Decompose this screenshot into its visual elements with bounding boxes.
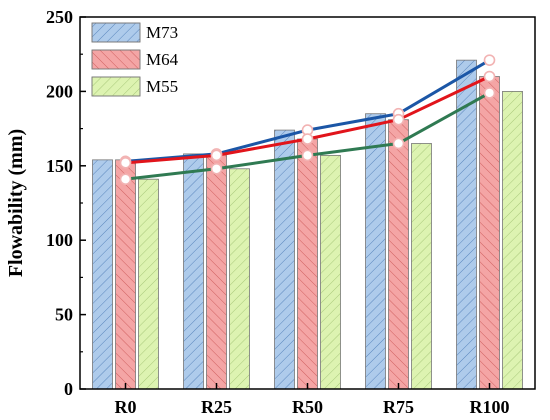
bar-hatch-m64-r0	[115, 159, 136, 390]
legend: M73 M64 M55	[91, 22, 179, 97]
bar-hatch-m64-r75	[388, 119, 409, 390]
bar-hatch-m55-r25	[229, 168, 250, 390]
bar-hatch-m55-r0	[138, 178, 159, 390]
x-tick-label-r50: R50	[292, 397, 323, 417]
bar-hatch-m73-r0	[92, 159, 113, 390]
x-tick-label-r75: R75	[383, 397, 414, 417]
legend-swatch-hatch-m64	[91, 49, 141, 70]
marker-m55-r0	[119, 173, 132, 185]
markers-layer	[119, 54, 496, 185]
bar-hatch-m73-r25	[183, 153, 204, 390]
bar-hatch-m64-r50	[297, 138, 318, 390]
y-tick-label-0: 0	[64, 379, 73, 399]
legend-swatch-hatch-m73	[91, 22, 141, 43]
marker-m55-r25	[210, 162, 223, 175]
bars-layer	[92, 59, 523, 390]
x-tick-label-r0: R0	[115, 397, 137, 417]
marker-m64-r0	[119, 157, 132, 169]
y-axis-title: Flowability (mm)	[5, 129, 27, 277]
bar-hatch-m64-r100	[479, 76, 500, 390]
legend-label-m73: M73	[146, 23, 178, 42]
marker-m64-r50	[301, 133, 314, 145]
bar-hatch-m73-r50	[274, 129, 295, 390]
y-tick-label-50: 50	[55, 305, 73, 325]
y-tick-label-200: 200	[46, 81, 73, 101]
bar-hatch-m55-r75	[411, 143, 432, 390]
y-tick-label-100: 100	[46, 230, 73, 250]
bar-hatch-m73-r75	[365, 113, 386, 390]
marker-m73-r100	[483, 54, 496, 66]
y-tick-label-250: 250	[46, 7, 73, 27]
bar-hatch-m55-r50	[320, 154, 341, 390]
marker-m55-r75	[392, 137, 405, 150]
marker-m64-r25	[210, 149, 223, 162]
marker-m55-r50	[301, 149, 314, 162]
marker-m55-r100	[483, 87, 496, 99]
y-tick-label-150: 150	[46, 156, 73, 176]
axes-layer: 0 50 100 150 200 250 R0 R25 R50 R75 R100 Flowabilit…	[5, 7, 536, 417]
marker-m64-r75	[392, 113, 405, 126]
bar-hatch-m55-r100	[502, 91, 523, 390]
bar-hatch-m64-r25	[206, 153, 227, 390]
legend-label-m55: M55	[146, 77, 178, 96]
legend-swatch-hatch-m55	[91, 76, 141, 97]
marker-m64-r100	[483, 70, 496, 83]
x-tick-label-r25: R25	[201, 397, 232, 417]
x-tick-label-r100: R100	[470, 397, 510, 417]
legend-label-m64: M64	[146, 50, 179, 69]
